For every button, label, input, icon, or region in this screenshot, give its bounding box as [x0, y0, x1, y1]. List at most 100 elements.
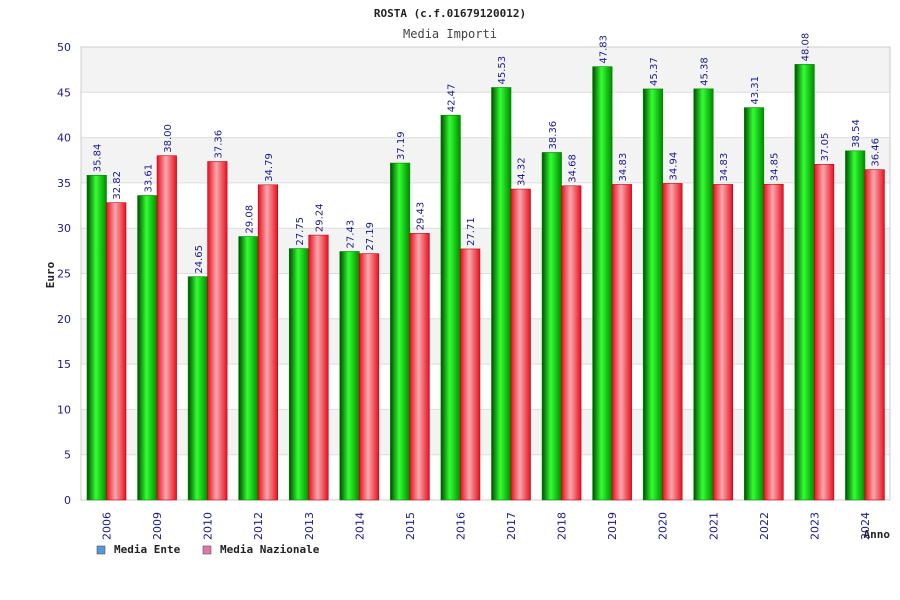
value-label: 38.36 — [548, 121, 559, 150]
chart-subtitle: Media Importi — [403, 27, 497, 41]
bar-media-ente-2022 — [744, 107, 765, 501]
x-tick-label: 2024 — [859, 512, 872, 540]
x-axis-title: Anno — [864, 528, 891, 541]
x-tick-label: 2018 — [556, 512, 569, 540]
legend: Media Ente Media Nazionale — [96, 543, 320, 556]
value-label: 45.38 — [700, 57, 711, 86]
value-label: 29.24 — [315, 203, 326, 232]
bar-media-nazionale-2013 — [308, 234, 329, 501]
value-label: 24.65 — [194, 245, 205, 274]
bar-media-ente-2015 — [390, 162, 411, 501]
legend-label-media-ente: Media Ente — [114, 543, 181, 556]
bar-media-ente-2012 — [238, 236, 259, 501]
value-labels: 35.84 32.82 33.61 38.00 24.65 37.36 29.08 34.79… — [93, 33, 882, 274]
x-tick-label: 2014 — [353, 512, 366, 540]
value-label: 29.43 — [416, 202, 427, 231]
x-tick-label: 2013 — [303, 512, 316, 540]
value-label: 27.71 — [466, 217, 477, 246]
bar-media-nazionale-2015 — [409, 233, 430, 501]
y-tick-label: 15 — [57, 358, 71, 371]
value-label: 45.53 — [497, 56, 508, 85]
y-axis-title: Euro — [44, 261, 57, 288]
value-label: 42.47 — [447, 84, 458, 113]
bar-media-nazionale-2021 — [712, 184, 734, 501]
x-axis-ticks: 2006 2009 2010 2012 2013 2014 2015 2016 2017 2018… — [101, 512, 872, 540]
x-tick-label: 2012 — [252, 512, 265, 540]
bar-media-ente-2018 — [541, 152, 562, 501]
value-label: 34.83 — [719, 153, 730, 182]
bar-media-ente-2019 — [592, 66, 613, 501]
chart-title: ROSTA (c.f.01679120012) — [374, 7, 526, 20]
bar-media-ente-2014 — [339, 251, 360, 501]
y-tick-label: 50 — [57, 41, 71, 54]
x-tick-label: 2020 — [657, 512, 670, 540]
x-tick-label: 2017 — [505, 512, 518, 540]
y-tick-label: 30 — [57, 222, 71, 235]
bar-media-ente-2006 — [86, 174, 107, 501]
value-label: 36.46 — [871, 138, 882, 167]
value-label: 37.05 — [820, 133, 831, 162]
bar-media-nazionale-2017 — [510, 188, 531, 501]
bar-media-nazionale-2016 — [460, 248, 481, 501]
y-tick-label: 25 — [57, 268, 71, 281]
bar-media-nazionale-2020 — [662, 183, 683, 501]
value-label: 38.00 — [163, 124, 174, 153]
legend-swatch-media-nazionale — [202, 545, 212, 555]
x-tick-label: 2016 — [454, 512, 467, 540]
bars — [86, 64, 885, 501]
value-label: 29.08 — [244, 205, 255, 234]
x-tick-label: 2022 — [758, 512, 771, 540]
legend-label-media-nazionale: Media Nazionale — [220, 543, 320, 556]
value-label: 27.19 — [365, 222, 376, 251]
bar-media-ente-2021 — [693, 88, 714, 501]
bar-media-nazionale-2024 — [864, 169, 885, 501]
value-label: 34.85 — [770, 153, 781, 182]
value-label: 38.54 — [851, 119, 862, 148]
value-label: 32.82 — [112, 171, 123, 200]
bar-media-nazionale-2012 — [257, 184, 278, 501]
legend-swatch-media-ente — [96, 545, 106, 555]
bar-media-nazionale-2009 — [156, 155, 177, 501]
bar-media-nazionale-2006 — [106, 202, 127, 501]
bar-media-ente-2017 — [491, 87, 512, 501]
value-label: 43.31 — [750, 76, 761, 105]
plot-border — [80, 46, 891, 501]
bar-media-nazionale-2019 — [611, 184, 632, 501]
value-label: 37.19 — [396, 131, 407, 160]
bar-media-ente-2024 — [845, 150, 866, 501]
value-label: 27.43 — [346, 220, 357, 249]
value-label: 45.37 — [649, 57, 660, 86]
y-axis-ticks: 0 5 10 15 20 25 30 35 40 45 50 — [57, 41, 71, 507]
bar-media-ente-2020 — [642, 88, 663, 501]
bar-media-ente-2013 — [288, 248, 310, 501]
bar-media-ente-2009 — [137, 195, 158, 501]
value-label: 33.61 — [143, 164, 154, 193]
y-tick-label: 20 — [57, 313, 71, 326]
bar-media-ente-2016 — [440, 114, 461, 501]
y-tick-label: 0 — [64, 494, 71, 507]
y-tick-label: 35 — [57, 177, 71, 190]
bar-media-nazionale-2022 — [763, 183, 784, 501]
value-label: 47.83 — [598, 35, 609, 64]
grid-band — [81, 47, 890, 93]
value-label: 34.83 — [618, 153, 629, 182]
x-tick-label: 2023 — [808, 512, 821, 540]
value-label: 34.32 — [517, 157, 528, 186]
bar-media-nazionale-2014 — [359, 253, 380, 501]
x-tick-label: 2009 — [151, 512, 164, 540]
bar-media-nazionale-2018 — [561, 185, 582, 501]
value-label: 34.68 — [567, 154, 578, 183]
value-label: 27.75 — [295, 217, 306, 246]
bar-media-nazionale-2023 — [814, 164, 835, 501]
y-tick-label: 45 — [57, 86, 71, 99]
x-tick-label: 2010 — [202, 512, 215, 540]
x-tick-label: 2015 — [404, 512, 417, 540]
value-label: 34.79 — [264, 153, 275, 182]
y-tick-label: 40 — [57, 132, 71, 145]
x-tick-label: 2019 — [606, 512, 619, 540]
value-label: 37.36 — [213, 130, 224, 159]
y-tick-label: 10 — [57, 403, 71, 416]
bar-media-ente-2010 — [187, 276, 208, 501]
bar-media-nazionale-2010 — [207, 161, 228, 501]
